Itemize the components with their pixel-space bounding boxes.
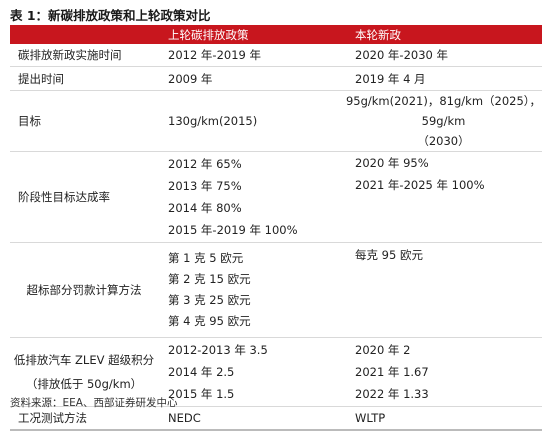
table-title: 表 1：新碳排放政策和上轮政策对比 [10,8,211,23]
previous-value: 130g/km(2015) [158,90,345,152]
table-row: 碳排放新政实施时间 2012 年-2019 年 2020 年-2030 年 [10,44,542,67]
row-label: 目标 [10,90,158,152]
value-line: 第 3 克 25 欧元 [168,293,251,307]
header-col1 [10,25,158,44]
row-label: 工况测试方法 [10,406,158,431]
new-value: 95g/km(2021)，81g/km（2025），59g/km （2030） [345,90,542,152]
new-value-line: 95g/km(2021)，81g/km（2025），59g/km [345,94,542,128]
new-value: 2020 年-2030 年 [345,44,542,67]
value-line: 2021 年 1.67 [355,365,429,379]
table-row: 阶段性目标达成率 2012 年 65% 2013 年 75% 2014 年 80… [10,151,542,243]
row-label-line: 低排放汽车 ZLEV 超级积分 [13,353,155,367]
source-note: 资料来源：EEA、西部证券研发中心 [10,397,178,409]
table-row: 低排放汽车 ZLEV 超级积分 （排放低于 50g/km） 2012-2013 … [10,337,542,407]
new-value: 每克 95 欧元 [345,242,542,338]
row-label: 提出时间 [10,66,158,91]
value-line: 第 4 克 95 欧元 [168,314,251,328]
policy-comparison-table: 上轮碳排放政策 本轮新政 碳排放新政实施时间 2012 年-2019 年 202… [10,25,542,431]
previous-value: 2012 年 65% 2013 年 75% 2014 年 80% 2015 年-… [158,151,345,243]
value-line: 2015 年 1.5 [168,387,235,401]
header-new-policy: 本轮新政 [345,25,542,44]
value-line: 2013 年 75% [168,179,242,193]
row-label: 阶段性目标达成率 [10,151,158,243]
value-line: 2020 年 95% [355,156,429,170]
row-label: 低排放汽车 ZLEV 超级积分 （排放低于 50g/km） [10,337,158,407]
new-value: 2020 年 2 2021 年 1.67 2022 年 1.33 [345,337,542,407]
value-line: 2014 年 80% [168,201,242,215]
row-label: 碳排放新政实施时间 [10,44,158,67]
row-label-line: （排放低于 50g/km） [25,377,143,391]
value-line: 第 1 克 5 欧元 [168,251,244,265]
value-line: 2021 年-2025 年 100% [355,178,485,192]
table-row: 提出时间 2009 年 2019 年 4 月 [10,66,542,91]
new-value: 2019 年 4 月 [345,66,542,91]
previous-value: 2012 年-2019 年 [158,44,345,67]
value-line: 2022 年 1.33 [355,387,429,401]
value-line: 2012-2013 年 3.5 [168,343,268,357]
table-header-row: 上轮碳排放政策 本轮新政 [10,25,542,44]
value-line: 2014 年 2.5 [168,365,235,379]
value-line: 2012 年 65% [168,157,242,171]
table-row: 目标 130g/km(2015) 95g/km(2021)，81g/km（202… [10,90,542,152]
new-value: 2020 年 95% 2021 年-2025 年 100% [345,151,542,243]
previous-value: 2012-2013 年 3.5 2014 年 2.5 2015 年 1.5 [158,337,345,407]
new-value: WLTP [345,406,542,431]
new-value-line: （2030） [417,134,470,148]
previous-value: NEDC [158,406,345,431]
value-line: 2015 年-2019 年 100% [168,223,298,237]
value-line: 第 2 克 15 欧元 [168,272,251,286]
value-line: 每克 95 欧元 [355,248,423,262]
previous-value: 2009 年 [158,66,345,91]
table-row: 工况测试方法 NEDC WLTP [10,406,542,431]
value-line: 2020 年 2 [355,343,411,357]
previous-value: 第 1 克 5 欧元 第 2 克 15 欧元 第 3 克 25 欧元 第 4 克… [158,242,345,338]
header-previous-policy: 上轮碳排放政策 [158,25,345,44]
row-label: 超标部分罚款计算方法 [10,242,158,338]
table-row: 超标部分罚款计算方法 第 1 克 5 欧元 第 2 克 15 欧元 第 3 克 … [10,242,542,338]
